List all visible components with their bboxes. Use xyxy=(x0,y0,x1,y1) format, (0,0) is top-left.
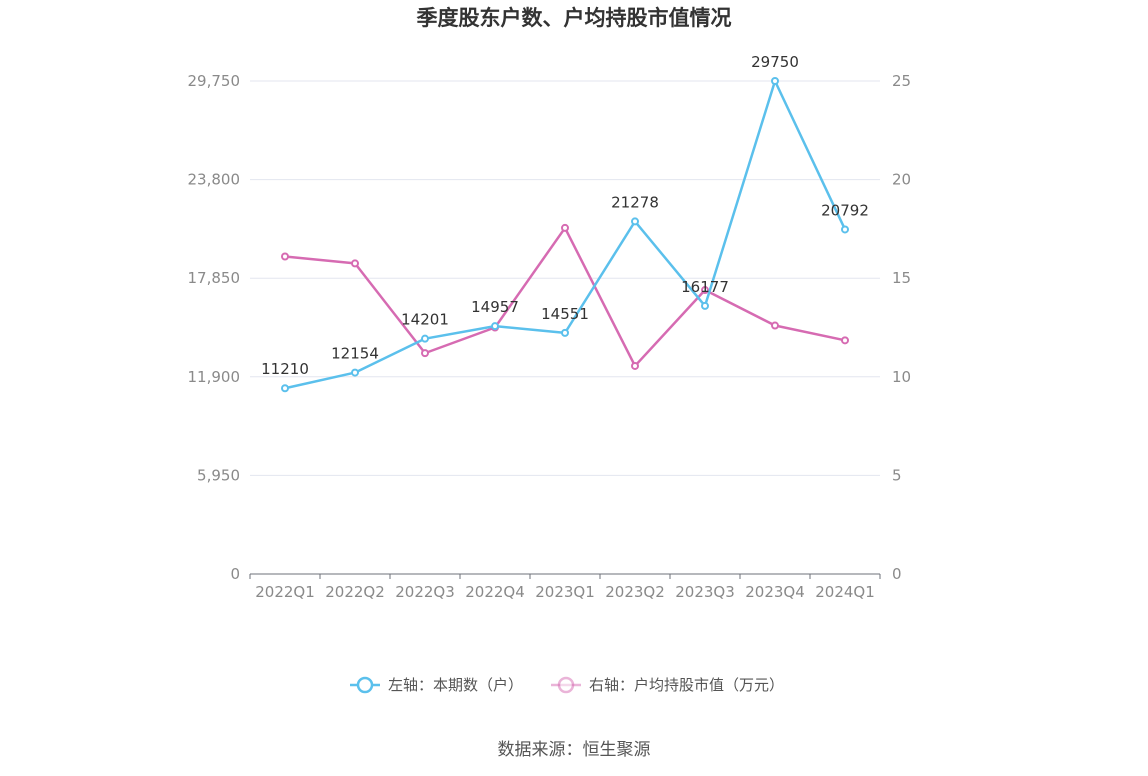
data-point-0 xyxy=(561,328,569,337)
legend-marker-icon xyxy=(356,676,374,694)
data-point-1 xyxy=(701,286,709,295)
data-point-0 xyxy=(421,334,429,343)
right-axis: 0 5 10 15 20 25 xyxy=(892,72,911,583)
grid-lines xyxy=(250,80,880,476)
y-left-tick-label: 5,950 xyxy=(197,466,240,484)
data-point-0 xyxy=(631,217,639,226)
x-tick-label: 2022Q3 xyxy=(395,583,455,601)
data-point-1 xyxy=(421,349,429,358)
left-axis: 0 5,950 11,900 17,850 23,800 29,750 xyxy=(188,72,241,583)
series-line-0 xyxy=(284,79,847,390)
y-right-tick-label: 15 xyxy=(892,269,911,287)
y-right-tick-label: 20 xyxy=(892,171,911,189)
legend-item-0[interactable]: 左轴：本期数（户） xyxy=(350,676,523,694)
data-point-1 xyxy=(841,336,849,345)
data-label: 14957 xyxy=(471,298,519,316)
data-point-1 xyxy=(281,252,289,261)
x-tick-label: 2023Q2 xyxy=(605,583,665,601)
data-label: 12154 xyxy=(331,345,379,363)
y-right-tick-label: 10 xyxy=(892,368,911,386)
y-right-tick-label: 25 xyxy=(892,72,911,90)
legend-marker-icon xyxy=(557,676,575,694)
chart-title: 季度股东户数、户均持股市值情况 xyxy=(417,6,732,30)
data-point-1 xyxy=(631,361,639,370)
x-tick-label: 2022Q2 xyxy=(325,583,385,601)
x-tick-label: 2023Q4 xyxy=(745,583,805,601)
data-point-1 xyxy=(351,259,359,268)
data-label: 20792 xyxy=(821,201,869,219)
y-left-tick-label: 11,900 xyxy=(188,368,241,386)
data-label: 11210 xyxy=(261,360,309,378)
data-point-0 xyxy=(701,301,709,310)
source-note: 数据来源：恒生聚源 xyxy=(498,740,651,760)
legend-label: 左轴：本期数（户） xyxy=(388,676,523,694)
data-point-0 xyxy=(281,384,289,393)
data-labels: 11210 12154 14201 14957 14551 21278 16177 29750… xyxy=(261,53,869,378)
data-point-0 xyxy=(771,77,779,85)
x-tick-label: 2024Q1 xyxy=(815,583,875,601)
data-label: 16177 xyxy=(681,278,729,296)
data-label: 14551 xyxy=(541,305,589,323)
x-tick-label: 2022Q4 xyxy=(465,583,525,601)
data-point-1 xyxy=(561,223,569,232)
y-right-tick-label: 5 xyxy=(892,466,902,484)
x-tick-label: 2023Q1 xyxy=(535,583,595,601)
data-point-0 xyxy=(491,322,499,331)
data-point-1 xyxy=(771,321,779,330)
legend-label: 右轴：户均持股市值（万元） xyxy=(589,676,784,694)
x-tick-label: 2023Q3 xyxy=(675,583,735,601)
data-point-0 xyxy=(351,368,359,377)
y-right-tick-label: 0 xyxy=(892,565,902,583)
data-point-0 xyxy=(841,225,849,234)
series-layer xyxy=(281,77,849,393)
y-left-tick-label: 0 xyxy=(230,565,240,583)
legend[interactable]: 左轴：本期数（户） 右轴：户均持股市值（万元） xyxy=(350,676,784,694)
y-left-tick-label: 29,750 xyxy=(188,72,241,90)
y-left-tick-label: 17,850 xyxy=(188,269,241,287)
x-axis: 2022Q1 2022Q2 2022Q3 2022Q4 2023Q1 2023Q2 2023… xyxy=(249,573,881,601)
data-label: 14201 xyxy=(401,311,449,329)
data-label: 29750 xyxy=(751,53,799,71)
data-label: 21278 xyxy=(611,193,659,211)
legend-item-1[interactable]: 右轴：户均持股市值（万元） xyxy=(551,676,784,694)
y-left-tick-label: 23,800 xyxy=(188,171,241,189)
x-tick-label: 2022Q1 xyxy=(255,583,315,601)
